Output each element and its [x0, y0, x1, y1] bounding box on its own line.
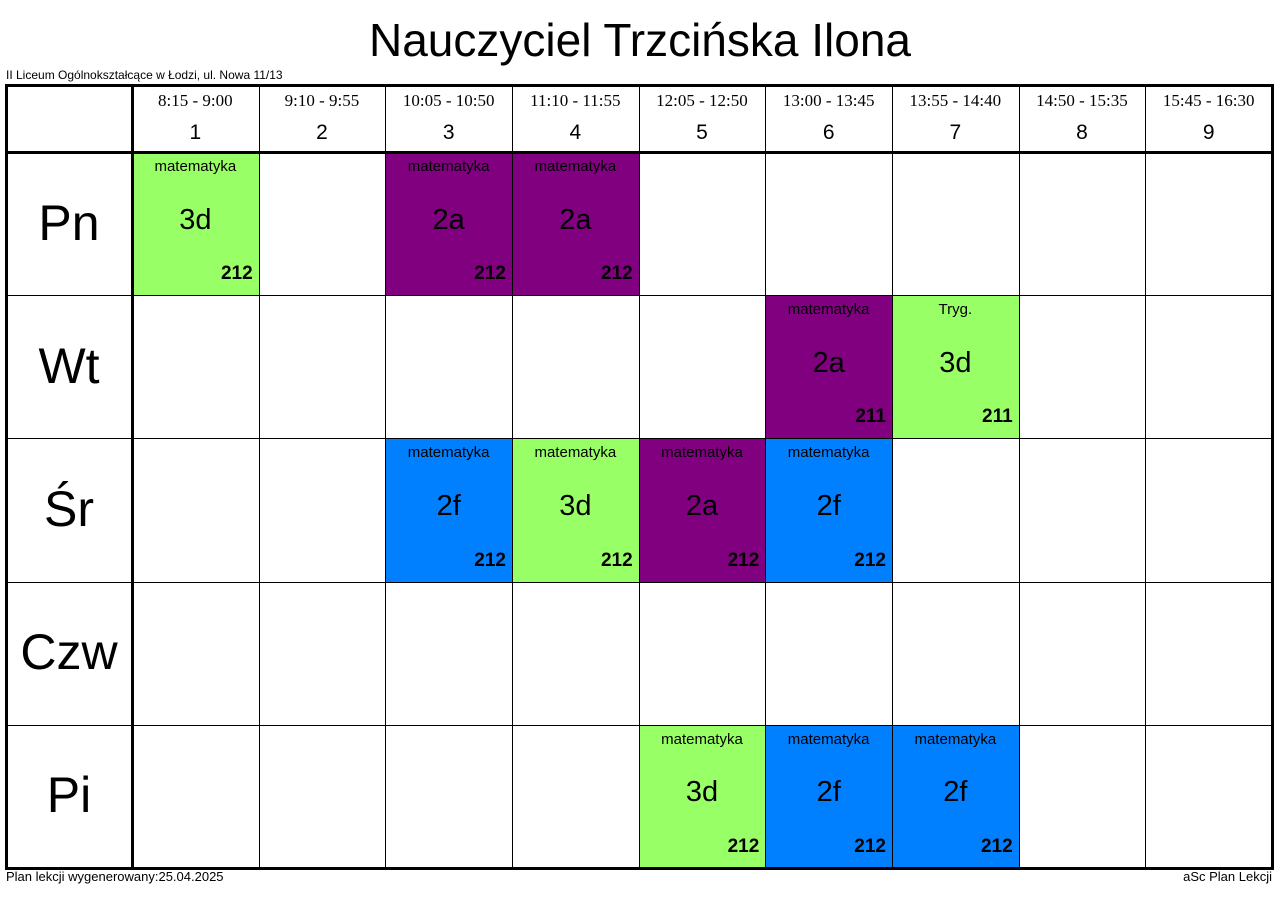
- grid-line: [5, 84, 1274, 87]
- lesson-class: 2a: [812, 346, 845, 379]
- title: Nauczyciel Trzcińska Ilona: [369, 14, 911, 66]
- lesson-room: 212: [854, 836, 886, 857]
- grid-line: [892, 85, 893, 868]
- lesson-subject: matematyka: [534, 444, 617, 462]
- period-time: 13:55 - 14:40: [909, 91, 1002, 110]
- lesson-subject: matematyka: [407, 158, 490, 175]
- lesson-subject: matematyka: [787, 444, 870, 462]
- lesson-room: 212: [220, 263, 253, 285]
- day-name: Pn: [38, 194, 100, 251]
- period-number: 9: [1202, 121, 1215, 144]
- lesson-class: 2a: [432, 203, 465, 236]
- lesson-class: 3d: [559, 490, 592, 522]
- lesson-room: 212: [600, 263, 633, 285]
- generated-note: Plan lekcji wygenerowany:25.04.2025: [6, 869, 224, 884]
- period-time: 8:15 - 9:00: [158, 91, 233, 110]
- period-time: 11:10 - 11:55: [530, 91, 621, 110]
- period-number: 5: [696, 121, 708, 144]
- lesson: [385, 438, 512, 582]
- grid-line: [6, 295, 1272, 297]
- lesson: [765, 295, 892, 439]
- period-time: 15:45 - 16:30: [1162, 91, 1255, 110]
- day-name: Śr: [44, 481, 94, 537]
- lesson-subject: Tryg.: [938, 301, 973, 319]
- grid-line: [385, 85, 387, 868]
- lesson-room: 211: [982, 406, 1013, 428]
- grid-line: [5, 867, 1274, 870]
- lesson-class: 3d: [939, 346, 972, 379]
- lesson: [638, 438, 766, 582]
- grid-line: [1271, 84, 1274, 870]
- lesson-room: 212: [727, 549, 760, 571]
- lesson-room: 212: [474, 263, 506, 285]
- period-number: 8: [1076, 121, 1088, 144]
- lesson-room: 212: [600, 549, 633, 571]
- lesson-subject: matematyka: [787, 730, 870, 748]
- lesson: [512, 152, 639, 296]
- lesson: [638, 724, 766, 868]
- day-name: Pi: [46, 767, 92, 824]
- lesson-subject: matematyka: [534, 158, 617, 175]
- school: II Liceum Ogólnokształcące w Łodzi, ul. …: [6, 68, 283, 82]
- software-note: aSc Plan Lekcji: [1183, 869, 1272, 884]
- period-number: 2: [316, 121, 328, 144]
- lesson-class: 2f: [943, 776, 968, 809]
- period-time: 12:05 - 12:50: [656, 91, 748, 110]
- grid-line: [5, 84, 8, 870]
- lesson-class: 2a: [685, 490, 719, 522]
- day-name: Czw: [20, 624, 118, 681]
- lesson-room: 212: [474, 549, 506, 571]
- lesson-subject: matematyka: [914, 730, 997, 748]
- lesson-class: 3d: [685, 776, 719, 809]
- lesson-subject: matematyka: [407, 444, 490, 462]
- period-time: 10:05 - 10:50: [402, 91, 495, 110]
- lesson: [512, 438, 639, 582]
- period-time: 14:50 - 15:35: [1036, 91, 1128, 110]
- grid-line: [258, 85, 260, 868]
- lesson-room: 212: [727, 836, 760, 857]
- period-time: 13:00 - 13:45: [782, 91, 875, 110]
- lesson-class: 2f: [436, 490, 461, 522]
- lesson-subject: matematyka: [661, 444, 743, 462]
- lesson-class: 2f: [816, 490, 841, 522]
- grid-line: [1145, 85, 1147, 868]
- lesson: [385, 152, 512, 296]
- lesson: [765, 438, 892, 582]
- period-number: 4: [569, 121, 582, 144]
- grid-line: [6, 438, 1272, 440]
- lesson-room: 212: [854, 549, 886, 571]
- lesson-class: 3d: [179, 203, 212, 236]
- grid-line: [131, 85, 134, 868]
- grid-line: [638, 85, 640, 868]
- lesson: [765, 724, 892, 868]
- lesson: [132, 152, 259, 296]
- grid-line: [1018, 85, 1020, 868]
- period-number: 3: [442, 121, 455, 144]
- period-number: 1: [189, 121, 202, 144]
- grid-line: [6, 151, 1272, 154]
- lesson: [892, 295, 1019, 439]
- grid-line: [6, 724, 1272, 726]
- lesson: [892, 724, 1019, 868]
- day-name: Wt: [38, 337, 100, 394]
- lesson-room: 211: [855, 406, 886, 428]
- period-number: 6: [822, 121, 835, 144]
- lesson-class: 2a: [559, 203, 592, 236]
- lesson-class: 2f: [816, 776, 841, 809]
- grid-line: [512, 85, 513, 868]
- period-time: 9:10 - 9:55: [284, 91, 360, 110]
- period-number: 7: [949, 121, 962, 144]
- lesson-subject: matematyka: [661, 730, 743, 748]
- lesson-room: 212: [980, 836, 1013, 857]
- lesson-subject: matematyka: [154, 158, 237, 175]
- grid-line: [6, 581, 1272, 583]
- grid-line: [765, 85, 767, 868]
- lesson-subject: matematyka: [787, 301, 870, 319]
